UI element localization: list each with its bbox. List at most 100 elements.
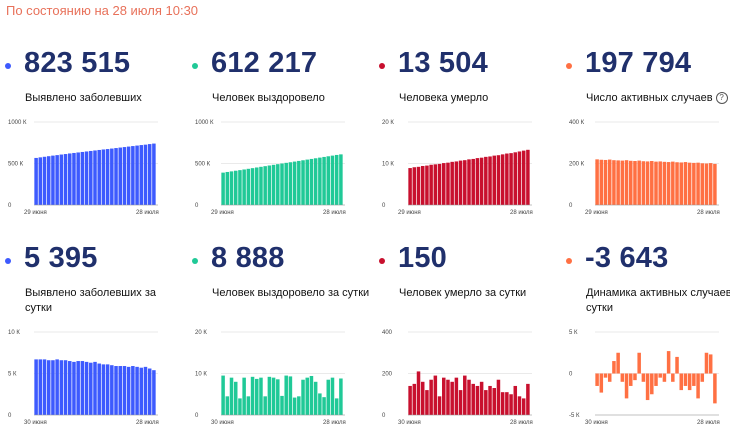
bar: [63, 154, 68, 205]
bar: [330, 155, 335, 205]
bar: [450, 161, 454, 205]
bar: [471, 383, 475, 416]
bar: [517, 151, 522, 205]
bar: [131, 146, 135, 205]
bar: [505, 153, 509, 205]
y-tick-label: 400 К: [569, 120, 585, 126]
bar: [76, 361, 80, 415]
confirmed-label-box: Выявлено заболевших: [25, 91, 185, 106]
bar: [110, 148, 114, 205]
bar: [454, 377, 459, 415]
bar: [488, 385, 492, 415]
bar: [671, 373, 675, 382]
bar: [225, 171, 230, 205]
bar: [484, 156, 488, 205]
x-end-label: 28 июля: [136, 420, 159, 426]
bar: [679, 373, 683, 391]
bar: [412, 383, 417, 416]
bar: [97, 363, 101, 415]
bar: [38, 359, 43, 415]
bar: [420, 381, 425, 415]
bar: [416, 166, 421, 205]
bar: [500, 154, 505, 205]
bar: [437, 163, 442, 205]
bar: [288, 376, 293, 415]
bar: [629, 160, 633, 205]
help-icon[interactable]: ?: [715, 92, 728, 104]
deaths-label: Человека умерло: [399, 92, 489, 104]
bar: [42, 156, 47, 205]
bullet-dot-icon: [5, 258, 11, 264]
x-start-label: 30 июня: [398, 420, 421, 426]
bar: [147, 144, 152, 205]
bar: [446, 379, 450, 415]
y-tick-label: 20 К: [195, 330, 207, 336]
bar: [633, 373, 637, 381]
bar: [620, 373, 625, 382]
recovered-daily-label-box: Человек выздоровело за сутки: [212, 286, 372, 301]
bar: [408, 168, 412, 205]
bar: [425, 165, 429, 205]
active-label: Число активных случаев: [586, 92, 713, 104]
bullet-dot-icon: [192, 258, 198, 264]
bar: [309, 158, 314, 205]
recovered-label-box: Человек выздоровело: [212, 91, 372, 106]
bar: [696, 373, 700, 399]
x-start-label: 30 июня: [585, 420, 608, 426]
bar: [595, 159, 599, 205]
bar: [603, 159, 608, 205]
y-tick-label: 0: [195, 413, 199, 419]
bar: [309, 375, 314, 415]
recovered-card: 612 217 Человек выздоровело: [191, 47, 369, 247]
bar: [135, 145, 139, 205]
bar: [271, 164, 276, 205]
active-change-daily-label-box: Динамика активных случаев за сутки: [586, 286, 730, 316]
bar: [34, 359, 38, 415]
bar: [433, 375, 438, 415]
bar: [450, 381, 454, 415]
bar: [55, 359, 59, 415]
bar: [607, 373, 612, 382]
bar: [288, 162, 293, 205]
bar: [713, 373, 717, 404]
bar: [305, 159, 309, 205]
bar: [250, 168, 255, 205]
bar: [51, 360, 55, 415]
active-change-daily-value: -3 643: [585, 242, 669, 274]
bar: [89, 362, 93, 415]
bar: [662, 161, 667, 205]
bar: [624, 160, 629, 205]
bar: [704, 352, 709, 374]
bar: [484, 390, 488, 415]
x-end-label: 28 июля: [697, 420, 720, 426]
bar: [250, 376, 255, 415]
bar: [105, 364, 110, 415]
y-tick-label: 20 К: [382, 120, 394, 126]
bar: [458, 390, 463, 415]
bar: [263, 396, 267, 415]
bar: [616, 352, 620, 374]
bar: [139, 367, 144, 415]
bar: [650, 161, 654, 205]
bar: [46, 360, 51, 415]
bar: [475, 385, 480, 415]
bar: [276, 379, 280, 415]
bar: [114, 148, 118, 205]
x-start-label: 29 июня: [585, 210, 608, 216]
confirmed-card: 823 515 Выявлено заболевших: [4, 47, 182, 247]
y-tick-label: 200: [382, 372, 393, 378]
bar: [492, 388, 496, 415]
bar: [255, 167, 259, 205]
bar: [259, 377, 263, 415]
confirmed-daily-label: Выявлено заболевших за сутки: [25, 287, 156, 314]
bar: [42, 359, 47, 415]
bar: [229, 377, 234, 415]
bar: [131, 366, 135, 415]
bar: [143, 366, 148, 415]
confirmed-daily-chart: 0 5 К 10 К 30 июня 28 июля: [8, 330, 159, 426]
bar: [526, 149, 530, 205]
bar: [105, 149, 110, 205]
x-end-label: 28 июля: [510, 420, 533, 426]
bar: [513, 152, 518, 205]
x-end-label: 28 июля: [510, 210, 533, 216]
